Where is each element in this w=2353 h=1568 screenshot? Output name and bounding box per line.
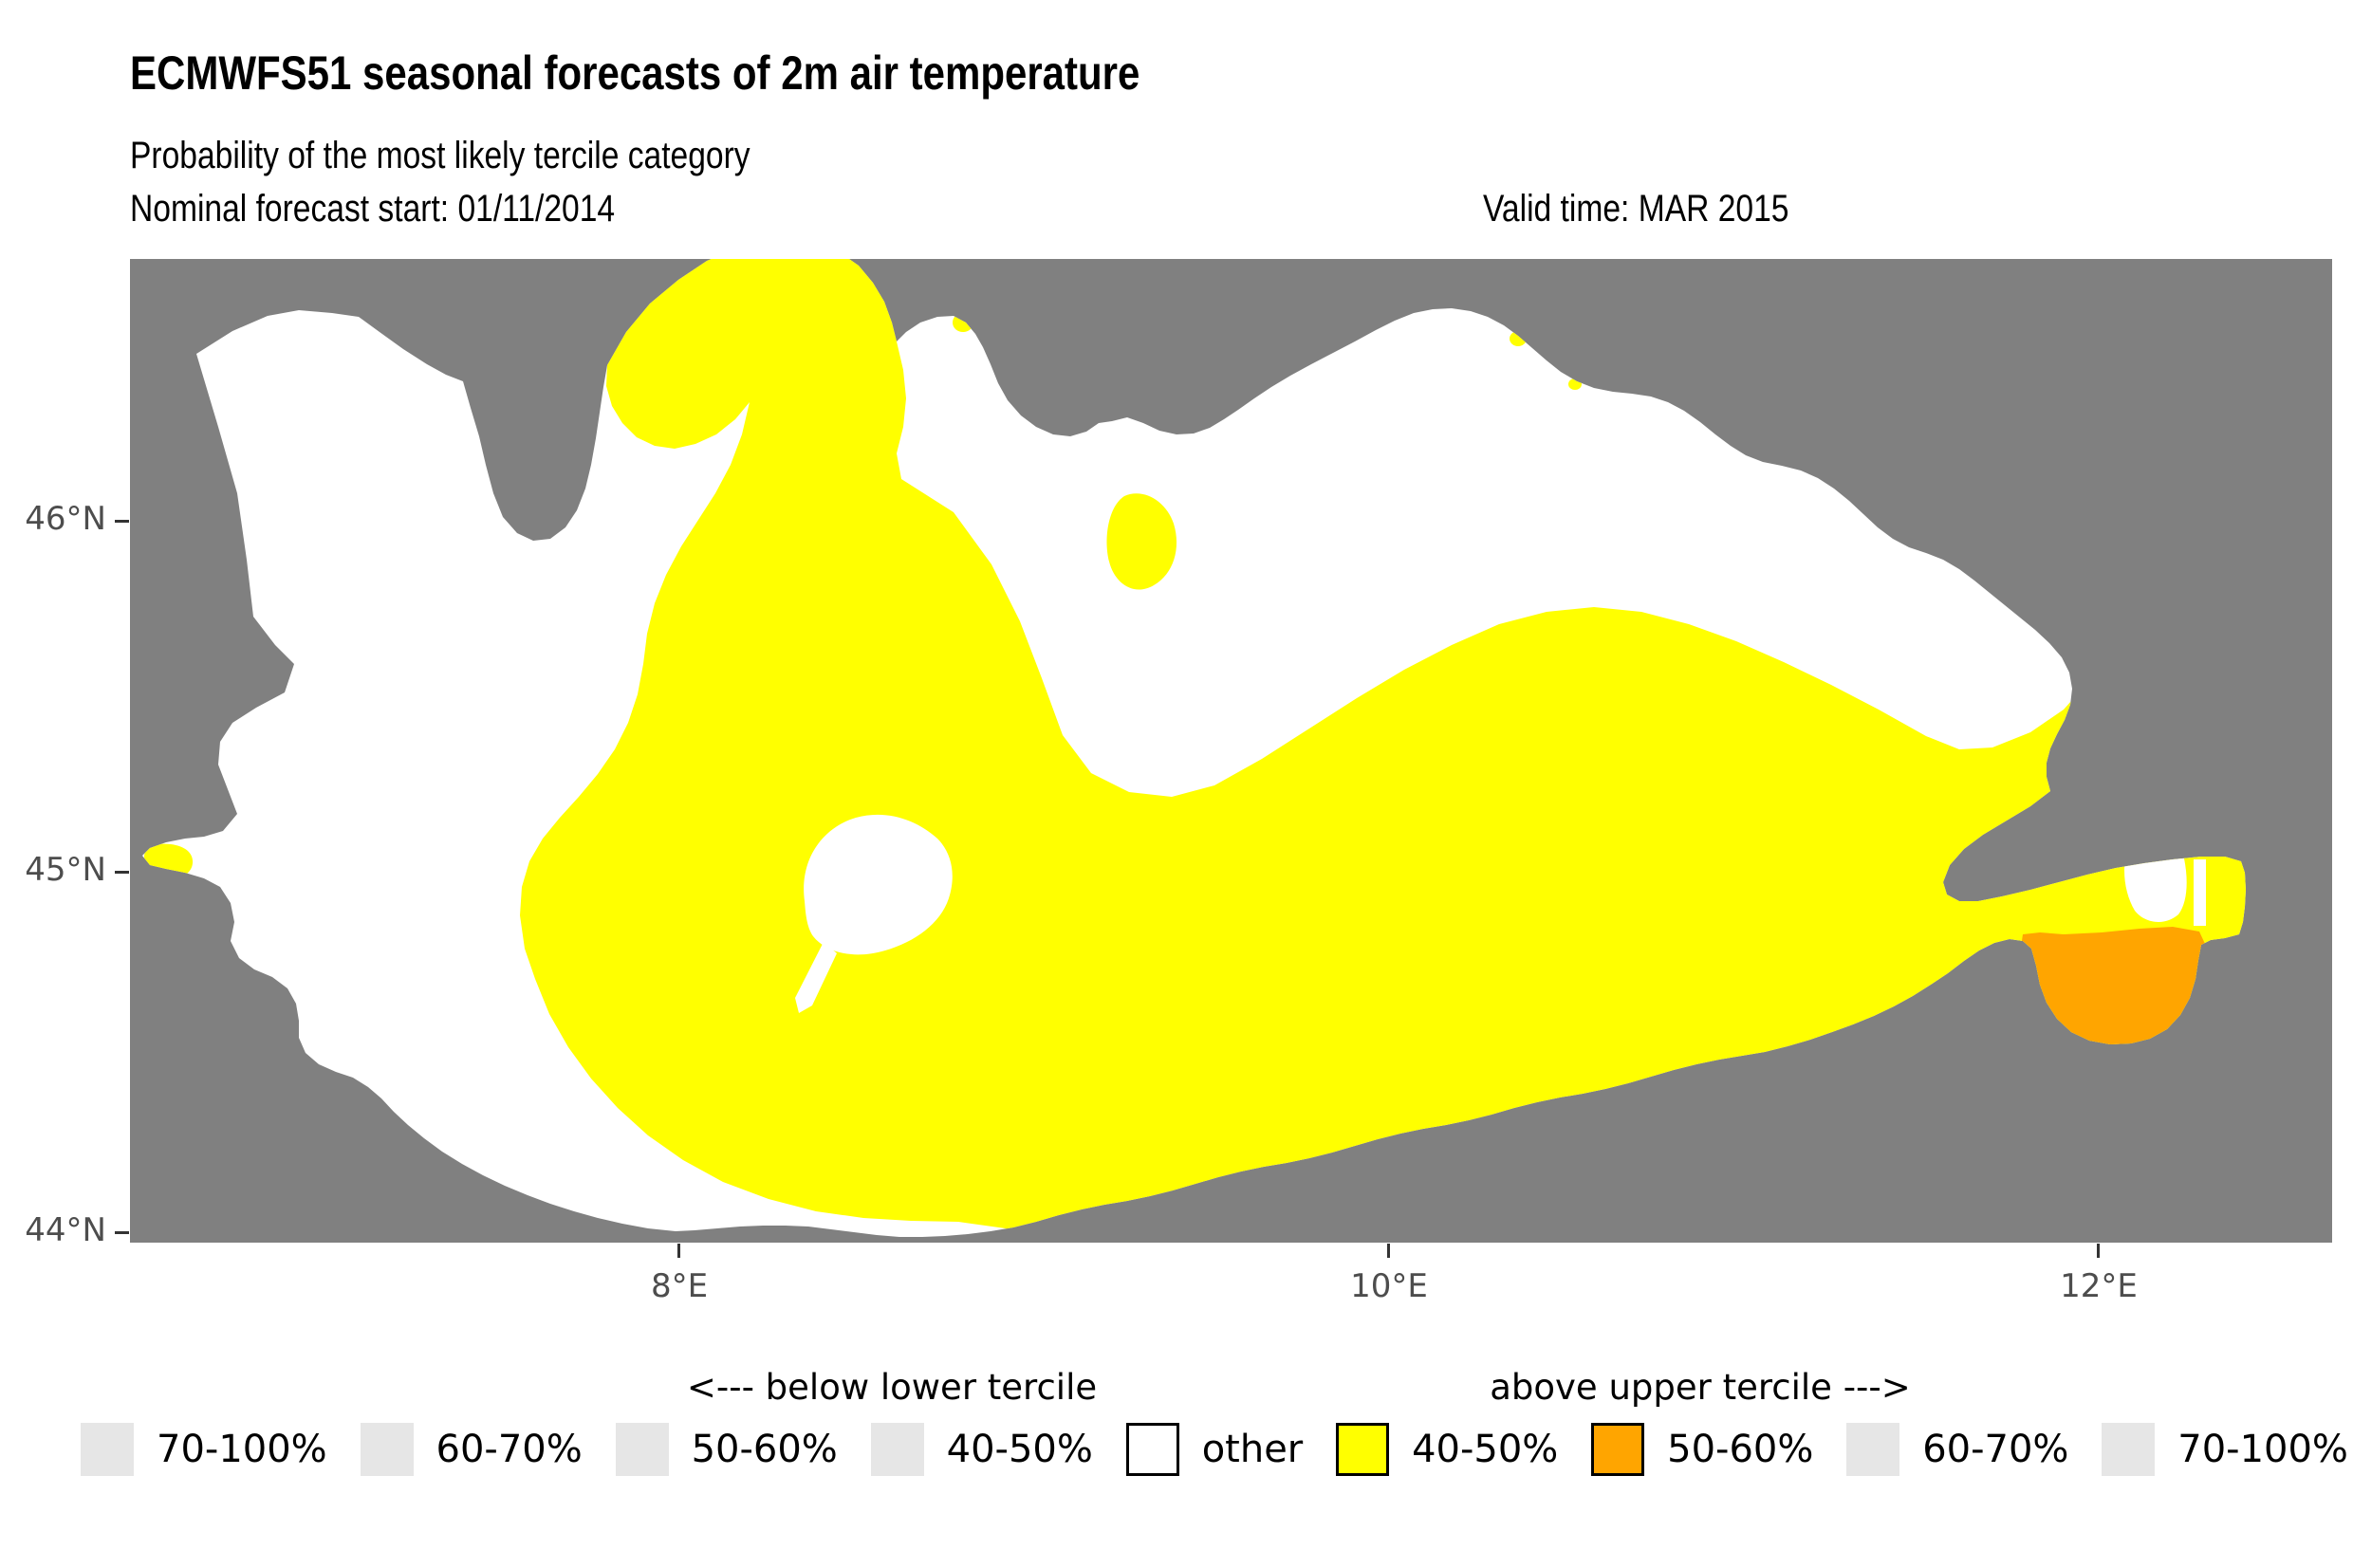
legend-label: 70-100% xyxy=(157,1428,327,1471)
legend: 70-100% 60-70% 50-60% 40-50% other 40-50… xyxy=(81,1422,2348,1477)
legend-item: other xyxy=(1125,1423,1304,1476)
legend-item: 70-100% xyxy=(2102,1423,2348,1476)
legend-label: 50-60% xyxy=(691,1428,838,1471)
legend-swatch-below-40-50 xyxy=(870,1423,924,1476)
x-axis-tick-mark xyxy=(677,1244,680,1258)
legend-item: 50-60% xyxy=(615,1423,838,1476)
legend-item: 40-50% xyxy=(1336,1423,1558,1476)
legend-header-above-tercile: above upper tercile ---> xyxy=(1490,1367,1911,1408)
map-panel xyxy=(130,240,2332,1243)
region-above-tercile-40-50 xyxy=(520,240,2246,1237)
forecast-start-label: Nominal forecast start: 01/11/2014 xyxy=(130,188,616,230)
legend-item: 50-60% xyxy=(1591,1423,1813,1476)
legend-item: 60-70% xyxy=(1846,1423,2068,1476)
y-axis-tick-label-45n: 45°N xyxy=(25,851,106,889)
legend-label: 70-100% xyxy=(2177,1428,2348,1471)
y-axis-tick-label-44n: 44°N xyxy=(25,1211,106,1249)
legend-swatch-above-40-50 xyxy=(1336,1423,1390,1476)
legend-label: 60-70% xyxy=(1922,1428,2069,1471)
legend-item: 70-100% xyxy=(81,1423,327,1476)
legend-item: 60-70% xyxy=(360,1423,583,1476)
legend-swatch-below-60-70 xyxy=(360,1423,414,1476)
x-axis-tick-label-10e: 10°E xyxy=(1350,1267,1428,1305)
page-subtitle: Probability of the most likely tercile c… xyxy=(130,135,750,176)
legend-swatch-below-50-60 xyxy=(615,1423,669,1476)
hole-white-sliver xyxy=(2194,859,2206,926)
legend-label: 40-50% xyxy=(1412,1428,1559,1471)
page-title: ECMWFS51 seasonal forecasts of 2m air te… xyxy=(130,46,1140,100)
legend-label: 40-50% xyxy=(946,1428,1093,1471)
legend-label: other xyxy=(1201,1428,1304,1471)
legend-item: 40-50% xyxy=(870,1423,1093,1476)
valid-time-label: Valid time: MAR 2015 xyxy=(1483,188,1789,230)
legend-label: 60-70% xyxy=(435,1428,583,1471)
y-axis-tick-label-46n: 46°N xyxy=(25,500,106,538)
y-axis-tick-mark xyxy=(115,871,129,874)
x-axis-tick-mark xyxy=(2097,1244,2100,1258)
legend-swatch-above-50-60 xyxy=(1591,1423,1645,1476)
hole-white-venice xyxy=(2124,858,2187,922)
forecast-map xyxy=(130,240,2332,1243)
x-axis-tick-mark xyxy=(1387,1244,1390,1258)
region-yellow-small-leaf xyxy=(1106,493,1177,590)
hole-white-leaf-tail xyxy=(795,942,837,1013)
x-axis-tick-label-12e: 12°E xyxy=(2060,1267,2138,1305)
y-axis-tick-mark xyxy=(115,520,129,523)
legend-swatch-below-70-100 xyxy=(81,1423,134,1476)
legend-swatch-above-70-100 xyxy=(2102,1423,2156,1476)
legend-swatch-above-60-70 xyxy=(1846,1423,1900,1476)
legend-label: 50-60% xyxy=(1667,1428,1814,1471)
hole-white-leaf xyxy=(804,814,953,955)
y-axis-tick-mark xyxy=(115,1231,129,1234)
x-axis-tick-label-8e: 8°E xyxy=(650,1267,709,1305)
legend-header-below-tercile: <--- below lower tercile xyxy=(686,1367,1098,1408)
legend-swatch-other xyxy=(1125,1423,1179,1476)
